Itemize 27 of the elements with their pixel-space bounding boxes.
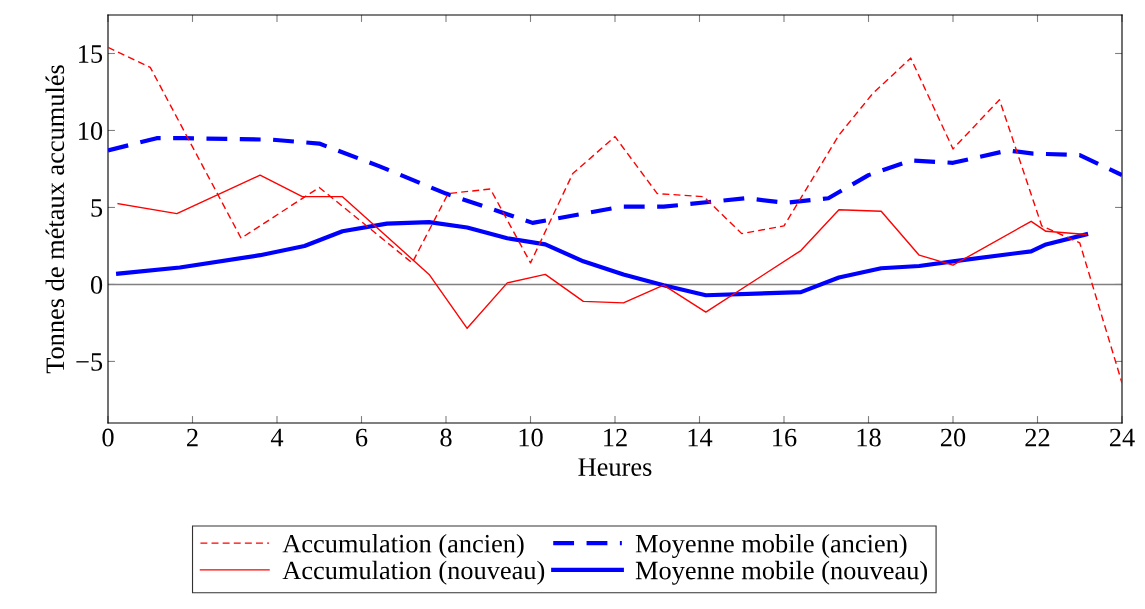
x-tick-label: 12 bbox=[604, 428, 627, 447]
y-tick-label: 15 bbox=[79, 45, 103, 63]
legend-label: Accumulation (nouveau) bbox=[282, 560, 545, 585]
x-axis-title: Heures bbox=[578, 458, 652, 476]
x-tick-label: 2 bbox=[187, 428, 198, 447]
y-tick-label: 0 bbox=[90, 276, 103, 294]
y-tick-label: 10 bbox=[79, 122, 103, 140]
y-axis-title: Tonnes de métaux accumulés bbox=[45, 65, 65, 374]
legend-label: Moyenne mobile (ancien) bbox=[635, 534, 907, 559]
line-series bbox=[117, 174, 1087, 330]
y-tick-label: 5 bbox=[91, 199, 103, 217]
x-tick-label: 14 bbox=[688, 428, 713, 447]
legend-label: Accumulation (ancien) bbox=[282, 534, 524, 558]
x-tick-label: 10 bbox=[519, 428, 543, 447]
x-tick-label: 8 bbox=[440, 428, 452, 447]
x-tick-label: 6 bbox=[356, 428, 368, 447]
line-series bbox=[116, 219, 1089, 298]
x-tick-label: 20 bbox=[940, 428, 966, 447]
x-tick-label: 22 bbox=[1025, 428, 1050, 447]
line-series bbox=[108, 46, 1122, 384]
x-tick-label: 16 bbox=[773, 428, 797, 447]
x-tick-label: 18 bbox=[857, 428, 881, 447]
line-series bbox=[108, 136, 1122, 225]
x-tick-label: 24 bbox=[1109, 428, 1135, 447]
y-tick-label: −5 bbox=[76, 353, 103, 371]
legend-label: Moyenne mobile (nouveau) bbox=[635, 560, 927, 585]
x-tick-label: 4 bbox=[270, 428, 284, 447]
